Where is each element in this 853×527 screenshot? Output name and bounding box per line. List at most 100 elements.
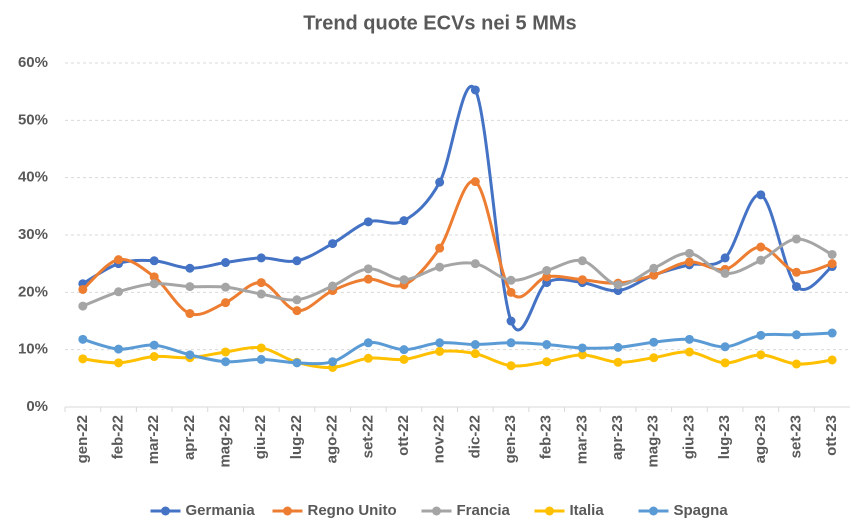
y-tick-label: 40% [18,169,48,186]
line [81,179,833,317]
y-tick-label: 50% [18,111,48,128]
marker [791,234,801,244]
marker [114,287,124,297]
marker [756,330,766,340]
marker [221,298,231,308]
y-tick-label: 0% [26,398,48,415]
marker [185,350,195,360]
marker [399,216,409,226]
y-tick-label: 60% [18,54,48,71]
marker [78,301,88,311]
marker [720,268,730,278]
legend-label: Francia [457,502,511,519]
x-tick-label: ott-23 [823,415,840,456]
line [82,331,833,366]
marker [185,263,195,273]
marker [363,264,373,274]
series [78,328,837,368]
x-tick-label: giu-23 [680,415,697,459]
x-tick-label: nov-22 [431,415,448,463]
marker [506,361,516,371]
series [78,177,837,319]
marker [791,359,801,369]
series [78,85,837,332]
marker [577,350,587,360]
x-tick-label: mag-23 [645,415,662,468]
x-tick-label: mag-22 [217,415,234,468]
marker [399,354,409,364]
marker [613,280,623,290]
x-tick-label: feb-23 [538,415,555,459]
x-tick-label: mar-23 [573,415,590,464]
x-tick-label: lug-22 [288,415,305,459]
marker [613,357,623,367]
marker [756,190,766,200]
marker [470,85,480,95]
x-tick-label: gen-23 [502,415,519,463]
marker [470,259,480,269]
marker [78,334,88,344]
marker [542,266,552,276]
marker [114,344,124,354]
marker [684,248,694,258]
marker [114,255,124,265]
marker [185,282,195,292]
marker [577,256,587,266]
legend-marker [649,506,658,516]
marker [435,262,445,272]
marker [221,357,231,367]
marker [649,337,659,347]
marker [149,340,159,350]
marker [292,358,302,368]
marker [256,354,266,364]
x-tick-label: feb-22 [109,415,126,459]
marker [149,272,159,282]
marker [506,316,516,326]
legend-marker [283,506,292,516]
legend-label: Germania [186,502,256,519]
y-tick-label: 20% [18,283,48,300]
marker [435,177,445,187]
marker [292,295,302,305]
marker [363,274,373,284]
x-tick-label: apr-22 [181,415,198,460]
marker [791,330,801,340]
marker [827,355,837,365]
y-tick-label: 30% [18,226,48,243]
marker [649,353,659,363]
marker [827,328,837,338]
marker [256,278,266,288]
marker [363,338,373,348]
x-tick-label: dic-22 [466,415,483,458]
marker [756,350,766,360]
marker [221,282,231,292]
marker [435,243,445,253]
marker [577,275,587,285]
x-tick-label: mar-22 [145,415,162,464]
marker [435,338,445,348]
y-tick-label: 10% [18,341,48,358]
marker [256,343,266,353]
marker [256,253,266,263]
marker [328,239,338,249]
legend-label: Spagna [674,502,729,519]
marker [827,249,837,259]
marker [577,343,587,353]
marker [221,258,231,268]
marker [720,358,730,368]
marker [470,349,480,359]
x-tick-label: ago-23 [752,415,769,463]
x-tick-label: ago-22 [324,415,341,463]
marker [221,347,231,357]
legend-label: Italia [570,502,605,519]
marker [720,253,730,263]
marker [185,309,195,319]
marker [399,345,409,355]
marker [256,289,266,299]
marker [684,334,694,344]
x-tick-label: apr-23 [609,415,626,460]
marker [78,284,88,294]
marker [506,287,516,297]
marker [149,352,159,362]
x-tick-label: lug-23 [716,415,733,459]
